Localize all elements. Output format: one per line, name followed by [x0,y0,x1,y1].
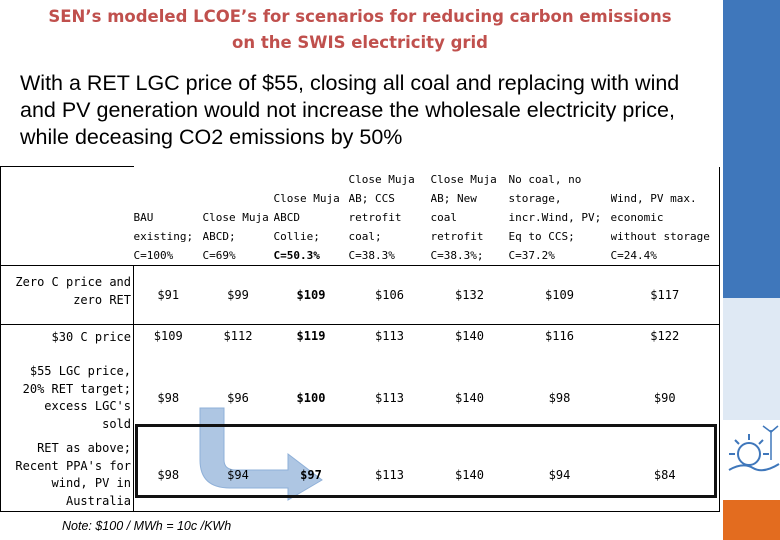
table-row: $30 C price $109 $112 $119 $113 $140 $11… [0,324,720,357]
row-label-line: 20% RET target; [22,381,131,396]
column-header-line: economic [610,211,664,224]
table-cell: $109 [153,329,183,343]
table-cell: $98 [133,439,203,512]
header-corner [0,166,134,266]
table-cell: $140 [455,329,484,343]
column-header-line: No coal, no [508,173,582,186]
column-header-line: without storage [610,230,710,243]
column-header-new-coal-retrofit: Close Muja AB; New coal retrofit C=38.3%; [430,166,509,266]
row-label-line: zero RET [73,292,131,307]
column-header-line: AB; New [430,192,477,205]
table-cell: $122 [610,324,720,357]
column-header-line: Close Muja [273,192,340,205]
table-cell: $117 [610,265,720,325]
side-band-orange [723,500,780,540]
lcoe-table: BAU existing; C=100% Close Muja ABCD; C=69% … [0,166,720,512]
column-header-line: C=38.3% [348,249,395,262]
column-header-line: C=24.4% [610,249,657,262]
row-label-line: Australia [65,493,131,508]
table-cell: $113 [375,391,404,405]
column-header-line: ABCD [273,211,301,224]
side-band-blue [723,0,780,298]
row-label: $55 LGC price, 20% RET target; excess LGC'… [0,357,134,439]
table-cell: $112 [223,329,253,343]
column-header-line: Collie; [273,230,320,243]
column-header-line: retrofit [348,211,402,224]
table-row: $55 LGC price, 20% RET target; excess LGC'… [0,357,720,439]
row-label-line: RET as above; [37,441,131,455]
lead-paragraph: With a RET LGC price of $55, closing all… [20,71,680,149]
row-label-line: Recent PPA's for [15,458,131,473]
column-header-line: Close Muja [202,211,269,224]
table-cell: $91 [133,265,203,325]
table-cell: $97 [273,439,349,512]
row-label-line: Zero C price and [15,275,131,289]
table-cell: $96 [227,391,249,405]
column-header-line: C=37.2% [508,249,555,262]
table-cell: $109 [508,265,611,325]
table-cell: $116 [545,329,574,343]
table-row: Zero C price and zero RET $91 $99 $109 $1… [0,265,720,325]
column-header-line: storage, [508,192,562,205]
column-header-line: existing; [133,230,194,243]
column-header-no-coal-no-storage: No coal, no storage, incr.Wind, PV; Eq to C… [508,166,611,266]
table-cell: $99 [202,265,274,325]
row-label: RET as above; Recent PPA's for wind, PV in… [0,439,134,512]
footnote: Note: $100 / MWh = 10c /KWh [62,519,232,533]
slide-title-line-2: on the SWIS electricity grid [232,33,488,52]
table-cell: $106 [348,265,431,325]
table-cell: $84 [610,439,720,512]
row-label-line: excess LGC's [44,399,131,413]
slide-title-line-1: SEN’s modeled LCOE’s for scenarios for r… [48,7,672,26]
header-row: BAU existing; C=100% Close Muja ABCD; C=69% … [0,166,720,266]
row-label: $30 C price [0,324,134,357]
table-cell: $113 [375,329,404,343]
column-header-line: C=38.3%; [430,249,484,262]
column-header-line: C=69% [202,249,236,262]
column-header-line: incr.Wind, PV; [508,211,602,224]
table-cell: $113 [348,439,431,512]
column-header-close-muja-abcd-collie: Close Muja ABCD Collie; C=50.3% [273,166,349,266]
table-cell: $140 [430,439,509,512]
table-cell: $94 [202,439,274,512]
column-header-line: Eq to CCS; [508,230,575,243]
column-header-line: Close Muja [348,173,415,186]
row-label-line: $30 C price [51,330,131,344]
column-header-line: BAU [133,211,154,224]
table-cell: $109 [273,265,349,325]
column-header-ccs-retrofit: Close Muja AB; CCS retrofit coal; C=38.3% [348,166,431,266]
table-cell: $140 [455,391,484,405]
column-header-line: ABCD; [202,230,236,243]
column-header-line: coal; [348,230,382,243]
table-cell: $100 [296,391,326,405]
row-label-line: wind, PV in [51,476,131,490]
table-cell: $94 [508,439,611,512]
table-cell: $119 [296,329,326,343]
column-header-line: coal retrofit [430,211,484,243]
row-label: Zero C price and zero RET [0,265,134,325]
column-header-line: C=50.3% [273,249,320,262]
row-label-line: sold [102,416,131,431]
table-cell: $98 [548,391,571,405]
table-row: RET as above; Recent PPA's for wind, PV in… [0,439,720,512]
table-cell: $98 [157,391,180,405]
column-header-line: C=100% [133,249,174,262]
column-header-wind-pv-max: Wind, PV max. economic without storage C=24… [610,166,720,266]
column-header-bau: BAU existing; C=100% [133,166,203,266]
column-header-line: Close Muja [430,173,497,186]
table-cell: $132 [430,265,509,325]
column-header-line: Wind, PV max. [610,192,697,205]
table-cell: $90 [610,357,720,439]
column-header-close-muja-abcd: Close Muja ABCD; C=69% [202,166,274,266]
slide-title: SEN’s modeled LCOE’s for scenarios for r… [0,4,720,56]
row-label-line: $55 LGC price, [29,364,131,378]
sun-logo-icon [723,420,780,482]
column-header-line: AB; CCS [348,192,395,205]
